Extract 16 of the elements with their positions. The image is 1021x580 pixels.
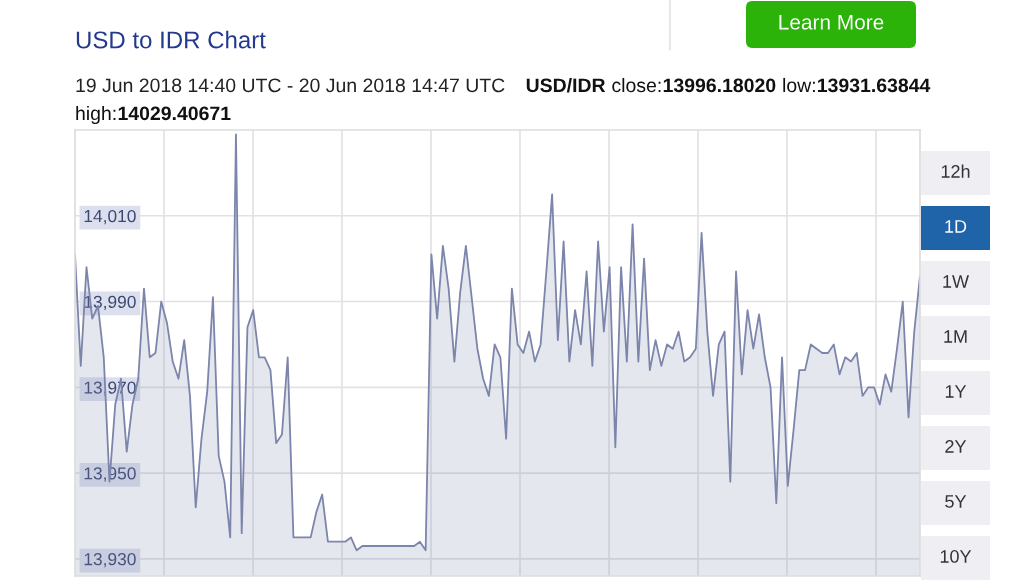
- text: 1W: [943, 275, 969, 288]
- text: USD/IDR close:13996.18020 low:13931.63844: [526, 77, 931, 93]
- text: 2Y: [945, 440, 967, 453]
- text: 10Y: [940, 550, 972, 563]
- text: 12h: [941, 164, 970, 178]
- y-tick-label: 13,930: [84, 553, 136, 568]
- text: 5Y: [945, 495, 967, 508]
- text: 1M: [944, 330, 967, 343]
- y-tick-label: 14,010: [84, 209, 136, 225]
- y-tick-label: 13,970: [84, 381, 136, 396]
- text: 1Y: [945, 385, 967, 398]
- chart-subtitle: 19 Jun 2018 14:40 UTC - 20 Jun 2018 14:47 UTC: [76, 78, 505, 93]
- chart-title: USD to IDR Chart: [76, 30, 266, 49]
- text: 1D: [945, 220, 967, 233]
- text: high:14029.40671: [76, 105, 231, 125]
- text: Learn More: [779, 15, 884, 30]
